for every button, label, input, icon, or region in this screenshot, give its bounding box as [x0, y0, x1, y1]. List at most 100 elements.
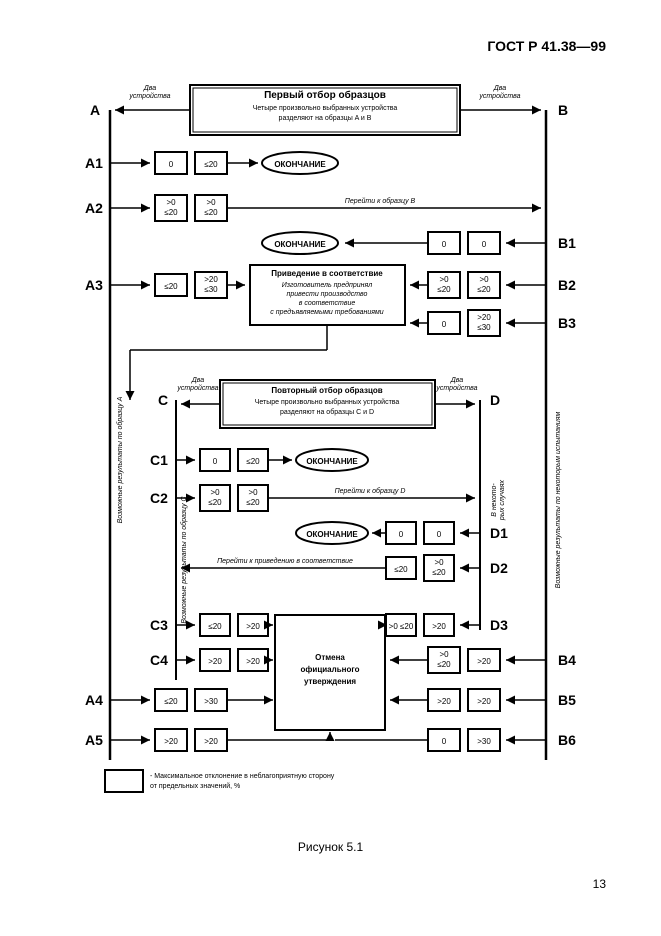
svg-text:>30: >30 — [204, 697, 218, 706]
svg-text:≤20: ≤20 — [164, 697, 178, 706]
svg-text:устройства: устройства — [478, 92, 520, 100]
svg-text:>20: >20 — [246, 657, 260, 666]
label-B4: B4 — [558, 652, 576, 668]
label-B3: B3 — [558, 315, 576, 331]
svg-text:>0: >0 — [206, 198, 216, 207]
svg-text:≤20: ≤20 — [208, 498, 222, 507]
svg-text:>20: >20 — [246, 622, 260, 631]
svg-text:привести производство: привести производство — [287, 290, 368, 298]
svg-text:0: 0 — [213, 457, 218, 466]
svg-text:≤20: ≤20 — [208, 622, 222, 631]
svg-text:>20: >20 — [437, 697, 451, 706]
svg-text:≤20: ≤20 — [164, 208, 178, 217]
label-B1: B1 — [558, 235, 576, 251]
svg-text:ОКОНЧАНИЕ: ОКОНЧАНИЕ — [274, 160, 326, 169]
svg-text:Повторный отбор образцов: Повторный отбор образцов — [271, 386, 382, 395]
svg-text:≤30: ≤30 — [477, 323, 491, 332]
svg-text:≤20: ≤20 — [246, 498, 260, 507]
label-A5: A5 — [85, 732, 103, 748]
label-D: D — [490, 392, 500, 408]
svg-text:>0: >0 — [439, 275, 449, 284]
label-D1: D1 — [490, 525, 508, 541]
svg-text:0: 0 — [442, 240, 447, 249]
label-B6: B6 — [558, 732, 576, 748]
svg-text:≤30: ≤30 — [204, 285, 218, 294]
svg-text:>0: >0 — [439, 650, 449, 659]
svg-text:>0: >0 — [434, 558, 444, 567]
svg-text:разделяют на образцы C и D: разделяют на образцы C и D — [280, 408, 374, 416]
svg-text:Четыре произвольно выбранных у: Четыре произвольно выбранных устройства — [255, 398, 400, 406]
svg-text:≤20: ≤20 — [432, 568, 446, 577]
label-C2: C2 — [150, 490, 168, 506]
svg-text:≤20: ≤20 — [204, 160, 218, 169]
document-header: ГОСТ Р 41.38—99 — [487, 38, 606, 54]
svg-text:>0: >0 — [248, 488, 258, 497]
label-C3: C3 — [150, 617, 168, 633]
svg-text:Два: Два — [493, 85, 506, 92]
svg-text:>0 ≤20: >0 ≤20 — [389, 622, 414, 631]
svg-text:>0: >0 — [166, 198, 176, 207]
label-D2: D2 — [490, 560, 508, 576]
svg-text:≤20: ≤20 — [164, 282, 178, 291]
legend-text: - Максимальное отклонение в неблагоприят… — [150, 772, 335, 780]
svg-text:Возможные результаты по образц: Возможные результаты по образцу A — [116, 396, 124, 523]
svg-text:Возможные результаты по образц: Возможные результаты по образцу C — [180, 495, 188, 623]
label-D3: D3 — [490, 617, 508, 633]
svg-text:0: 0 — [399, 530, 404, 539]
svg-text:Четыре произвольно выбранных у: Четыре произвольно выбранных устройства — [253, 104, 398, 112]
label-A: A — [90, 102, 100, 118]
svg-text:Перейти к образцу D: Перейти к образцу D — [335, 487, 406, 495]
svg-text:>20: >20 — [204, 275, 218, 284]
svg-text:ОКОНЧАНИЕ: ОКОНЧАНИЕ — [306, 530, 358, 539]
svg-text:>20: >20 — [164, 737, 178, 746]
svg-text:>20: >20 — [208, 657, 222, 666]
svg-text:устройства: устройства — [435, 384, 477, 392]
label-C: C — [158, 392, 168, 408]
svg-text:Два: Два — [450, 377, 463, 384]
svg-text:>0: >0 — [210, 488, 220, 497]
label-A3: A3 — [85, 277, 103, 293]
svg-text:>0: >0 — [479, 275, 489, 284]
svg-text:>20: >20 — [432, 622, 446, 631]
svg-text:ОКОНЧАНИЕ: ОКОНЧАНИЕ — [274, 240, 326, 249]
label-A2: A2 — [85, 200, 103, 216]
svg-text:>20: >20 — [477, 657, 491, 666]
label-A1: A1 — [85, 155, 103, 171]
svg-text:0: 0 — [482, 240, 487, 249]
svg-text:0: 0 — [442, 320, 447, 329]
svg-text:≤20: ≤20 — [204, 208, 218, 217]
svg-text:≤20: ≤20 — [477, 285, 491, 294]
svg-text:Два: Два — [191, 377, 204, 384]
legend-box — [105, 770, 143, 792]
svg-text:Перейти к образцу B: Перейти к образцу B — [345, 197, 416, 205]
svg-text:от предельных значений, %: от предельных значений, % — [150, 782, 240, 790]
svg-text:официального: официального — [301, 665, 360, 674]
svg-text:0: 0 — [437, 530, 442, 539]
first-selection-title: Первый отбор образцов — [264, 89, 386, 101]
svg-text:разделяют на образцы A и B: разделяют на образцы A и B — [279, 114, 372, 122]
svg-text:0: 0 — [169, 160, 174, 169]
svg-text:В некото-: В некото- — [491, 483, 498, 517]
svg-text:≤20: ≤20 — [246, 457, 260, 466]
flowchart-diagram: A B Первый отбор образцов Четыре произво… — [0, 60, 661, 880]
svg-text:устройства: устройства — [128, 92, 170, 100]
svg-text:Возможные результаты по некото: Возможные результаты по некоторым испыта… — [555, 412, 562, 589]
label-A4: A4 — [85, 692, 103, 708]
svg-text:≤20: ≤20 — [437, 285, 451, 294]
svg-text:>20: >20 — [477, 313, 491, 322]
figure-caption: Рисунок 5.1 — [0, 840, 661, 854]
svg-text:0: 0 — [442, 737, 447, 746]
svg-text:ОКОНЧАНИЕ: ОКОНЧАНИЕ — [306, 457, 358, 466]
svg-text:Приведение в соответствие: Приведение в соответствие — [271, 269, 383, 278]
svg-text:>20: >20 — [204, 737, 218, 746]
svg-text:≤20: ≤20 — [437, 660, 451, 669]
svg-text:с предъявляемыми требованиями: с предъявляемыми требованиями — [270, 308, 384, 316]
svg-text:Изготовитель предпринял: Изготовитель предпринял — [282, 281, 372, 289]
page-number: 13 — [593, 877, 606, 891]
label-B5: B5 — [558, 692, 576, 708]
svg-text:>30: >30 — [477, 737, 491, 746]
svg-text:рых случаях: рых случаях — [499, 479, 506, 521]
svg-text:устройства: устройства — [176, 384, 218, 392]
svg-text:Перейти к приведению в соответ: Перейти к приведению в соответствие — [217, 557, 353, 565]
label-C4: C4 — [150, 652, 168, 668]
